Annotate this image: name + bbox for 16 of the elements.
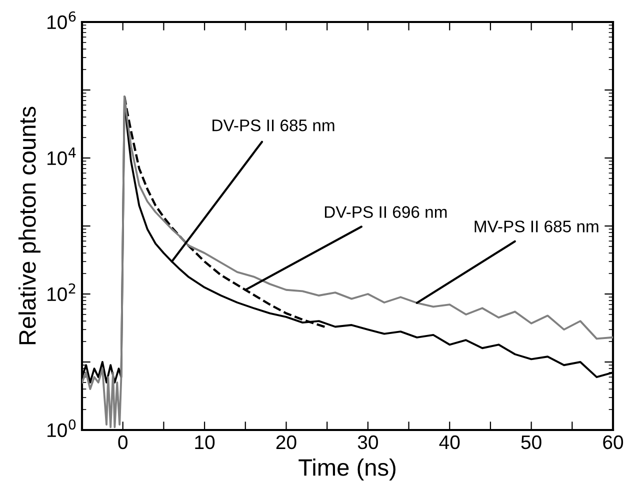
x-tick-label: 30: [358, 435, 378, 450]
annotation: DV-PS II 685 nm: [212, 120, 334, 132]
x-tick-label: 60: [603, 435, 624, 450]
x-tick-label: 0: [118, 435, 128, 450]
x-tick-label: 10: [195, 435, 215, 450]
x-tick-label: 50: [521, 435, 542, 450]
x-tick-label: 40: [439, 435, 460, 450]
annotation: DV-PS II 696 nm: [324, 206, 447, 218]
x-tick-label: 20: [276, 435, 296, 450]
x-axis-title: Time (ns): [298, 458, 396, 481]
y-tick-label: 10$^{6}$: [48, 11, 76, 30]
y-tick-label: 10$^{0}$: [48, 419, 76, 438]
y-axis-title: Relative photon counts: [18, 106, 40, 344]
y-tick-label: 10$^{2}$: [48, 283, 76, 302]
annotation: MV-PS II 685 nm: [474, 220, 598, 232]
y-tick-label: 10$^{4}$: [48, 148, 76, 166]
